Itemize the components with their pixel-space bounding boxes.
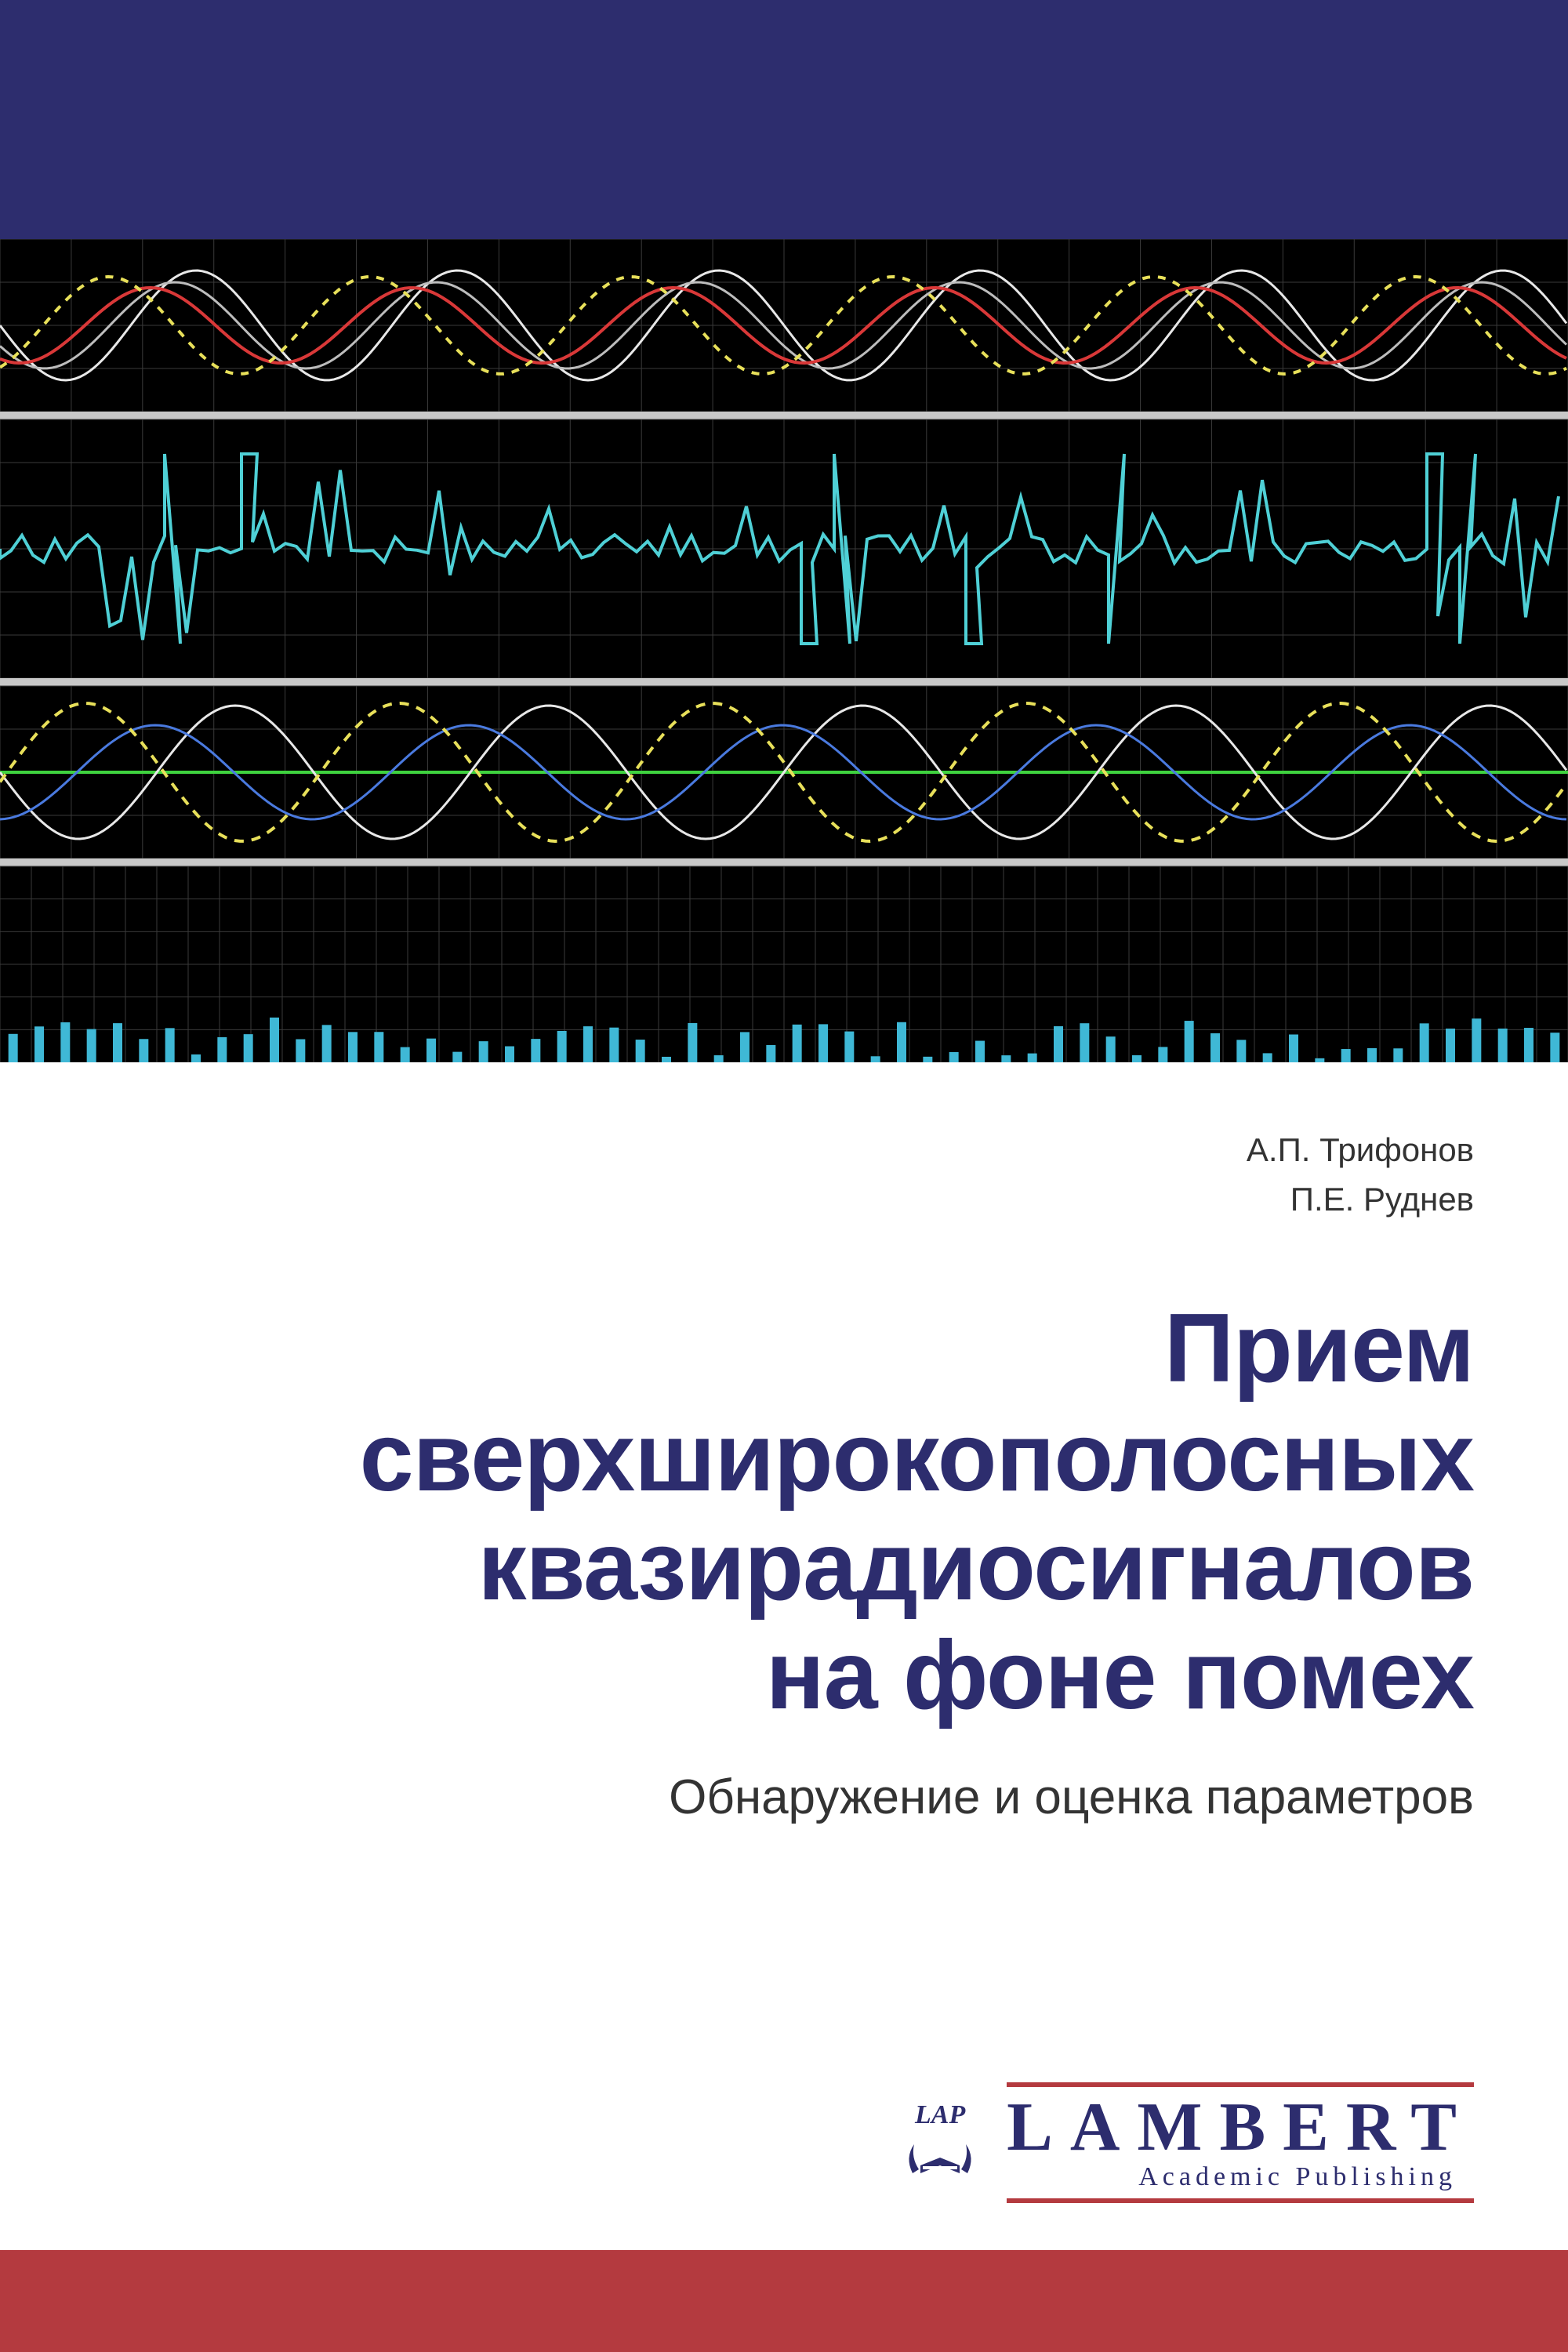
publisher-text: LAMBERT Academic Publishing [1007,2082,1474,2203]
title-line-2: сверхширокополосных [94,1403,1474,1512]
publisher-name: LAMBERT [1007,2093,1474,2162]
authors: А.П. Трифонов П.Е. Руднев [94,1125,1474,1224]
book-subtitle: Обнаружение и оценка параметров [94,1769,1474,1825]
book-cover: А.П. Трифонов П.Е. Руднев Прием сверхшир… [0,0,1568,2352]
publisher-logo-label: LAP [915,2100,965,2130]
bottom-color-band [0,2250,1568,2352]
title-line-1: Прием [94,1294,1474,1403]
book-laurel-icon [897,2130,983,2185]
author-2: П.Е. Руднев [94,1174,1474,1224]
publisher-subline: Academic Publishing [1007,2162,1474,2192]
signal-svg [0,239,1568,1062]
publisher-logo-icon: LAP [897,2100,983,2185]
title-line-4: на фоне помех [94,1621,1474,1730]
top-color-band [0,0,1568,239]
publisher-block: LAP LAMBERT Academic Publishing [94,2082,1474,2203]
signal-oscilloscope-graphic [0,239,1568,1062]
book-title: Прием сверхширокополосных квазирадиосигн… [94,1294,1474,1730]
author-1: А.П. Трифонов [94,1125,1474,1174]
text-block: А.П. Трифонов П.Е. Руднев Прием сверхшир… [0,1062,1568,2250]
title-line-3: квазирадиосигналов [94,1512,1474,1621]
